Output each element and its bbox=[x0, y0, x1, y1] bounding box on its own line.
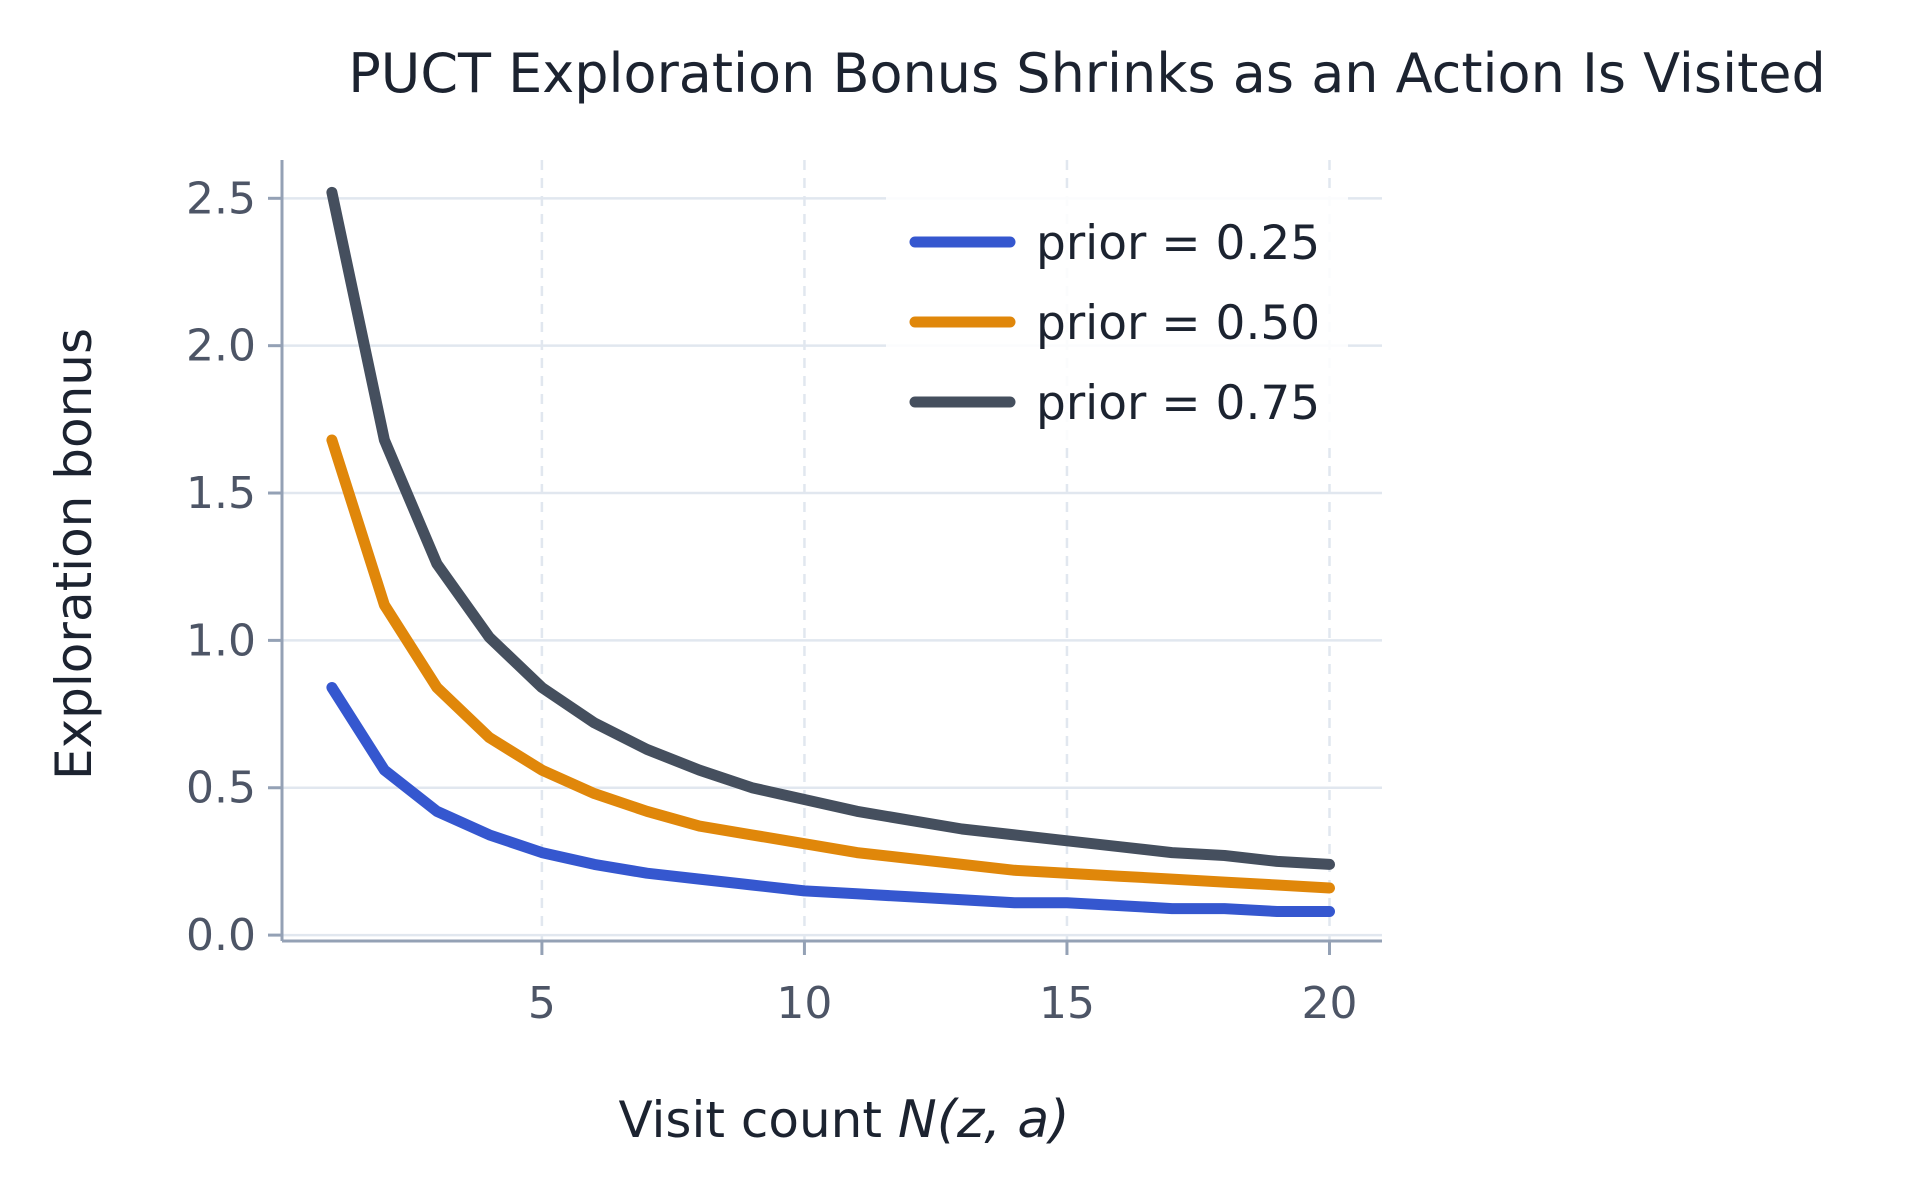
series-lines bbox=[326, 186, 1335, 917]
x-tick-label: 10 bbox=[776, 978, 832, 1029]
y-ticks: 0.0 0.5 1.0 1.5 2.0 2.5 bbox=[186, 173, 282, 961]
y-tick-label: 0.5 bbox=[186, 763, 256, 814]
series-line-2 bbox=[326, 434, 1335, 894]
x-axis-label-text: Visit count bbox=[618, 1091, 897, 1149]
y-gridlines bbox=[282, 197, 1382, 937]
y-tick-label: 2.0 bbox=[186, 321, 256, 372]
legend-label-2: prior = 0.50 bbox=[1036, 296, 1320, 351]
y-axis-label: Exploration bonus bbox=[45, 328, 103, 780]
legend-label-3: prior = 0.75 bbox=[1036, 376, 1320, 431]
y-tick-label: 1.5 bbox=[186, 468, 256, 519]
y-tick-label: 2.5 bbox=[186, 173, 256, 224]
y-tick-label: 1.0 bbox=[186, 615, 256, 666]
x-tick-label: 5 bbox=[528, 978, 556, 1029]
legend-label-1: prior = 0.25 bbox=[1036, 216, 1320, 271]
x-tick-label: 15 bbox=[1039, 978, 1095, 1029]
series-line-3 bbox=[326, 186, 1335, 870]
series-line-1 bbox=[326, 682, 1335, 917]
x-tick-label: 20 bbox=[1301, 978, 1357, 1029]
x-axis-label-math: N(z, a) bbox=[898, 1090, 1070, 1150]
y-tick-label: 0.0 bbox=[186, 910, 256, 961]
chart-title: PUCT Exploration Bonus Shrinks as an Act… bbox=[348, 42, 1826, 105]
axes bbox=[280, 160, 1382, 943]
x-ticks: 5 10 15 20 bbox=[528, 941, 1357, 1029]
x-axis-label: Visit count N(z, a) bbox=[618, 1090, 1069, 1150]
legend: prior = 0.25 prior = 0.50 prior = 0.75 bbox=[886, 196, 1348, 444]
